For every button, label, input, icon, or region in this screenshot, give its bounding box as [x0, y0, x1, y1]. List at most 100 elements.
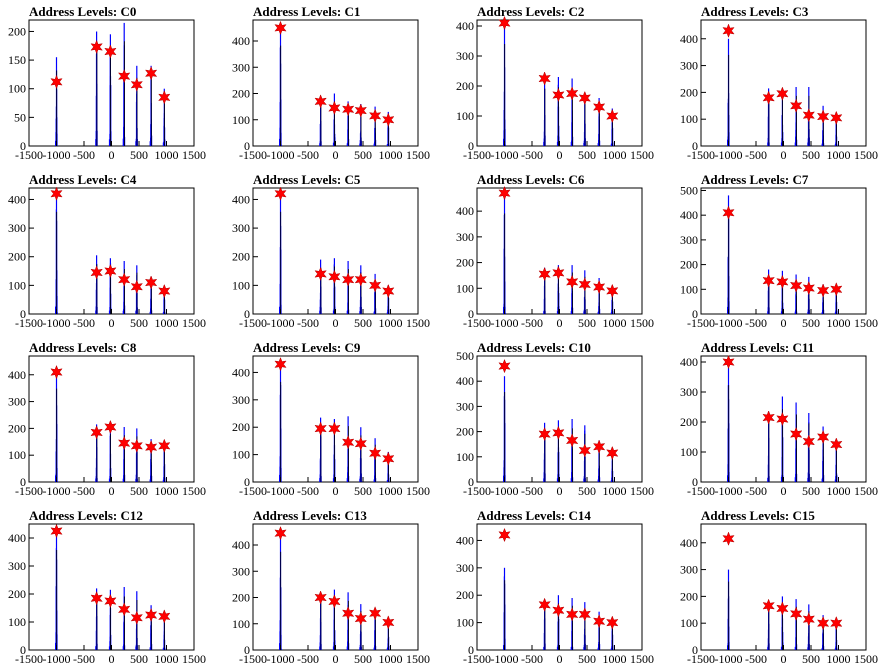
- x-tick-label: 1000: [379, 148, 403, 162]
- chart-panel: Address Levels: C5 0 100 200 300 400 -1500 -100…: [232, 172, 430, 330]
- x-tick-label: -1000: [491, 148, 519, 162]
- peak-marker: [158, 609, 171, 624]
- peak-marker: [144, 66, 158, 81]
- x-tick-label: 1500: [630, 316, 654, 330]
- y-tick-label: 400: [232, 192, 250, 206]
- y-tick-label: 0: [20, 475, 26, 489]
- peak-marker: [722, 205, 735, 220]
- x-tick-label: 1500: [406, 316, 430, 330]
- y-tick-label: 200: [680, 258, 698, 272]
- peak-marker: [104, 263, 117, 279]
- y-tick-label: 100: [232, 617, 250, 631]
- x-tick-label: 500: [578, 484, 596, 498]
- y-tick-label: 0: [692, 139, 698, 153]
- y-tick-label: 400: [232, 365, 250, 379]
- x-tick-label: 1000: [827, 652, 851, 666]
- chart-panel: Address Levels: C4 0 100 200 300 400 -1500 -100…: [8, 172, 206, 330]
- chart-panel: Address Levels: C14 0 100 200 300 400 -1500 -10…: [456, 508, 654, 666]
- y-tick-label: 100: [680, 282, 698, 296]
- x-tick-label: 1000: [827, 316, 851, 330]
- x-tick-label: 500: [802, 652, 820, 666]
- y-tick-label: 300: [232, 60, 250, 74]
- peak-marker: [274, 526, 287, 541]
- chart-title: Address Levels: C14: [477, 508, 591, 523]
- peak-marker: [592, 439, 606, 454]
- peak-marker: [130, 610, 143, 625]
- peak-marker: [498, 358, 511, 374]
- peak-marker: [382, 615, 395, 630]
- y-tick-label: 200: [680, 589, 698, 603]
- peak-marker: [578, 607, 591, 622]
- peak-marker: [552, 87, 565, 103]
- plot-frame: [28, 523, 195, 651]
- chart-panel: Address Levels: C12 0 100 200 300 400 -1500 -10…: [8, 508, 206, 666]
- chart-title: Address Levels: C3: [701, 4, 809, 19]
- peak-marker: [565, 274, 579, 290]
- y-tick-label: 0: [20, 139, 26, 153]
- peak-marker: [722, 354, 735, 370]
- y-tick-label: 100: [232, 278, 250, 292]
- plot-frame: [252, 523, 419, 651]
- y-tick-label: 300: [232, 393, 250, 407]
- x-tick-label: 1500: [854, 652, 878, 666]
- x-tick-label: -500: [521, 484, 543, 498]
- y-tick-label: 100: [8, 448, 26, 462]
- peak-marker: [830, 437, 843, 452]
- y-tick-label: 0: [468, 643, 474, 657]
- x-tick-label: 1500: [630, 148, 654, 162]
- peak-marker: [789, 98, 803, 113]
- peak-marker: [565, 433, 579, 448]
- x-tick-label: 500: [578, 148, 596, 162]
- chart-panel: Address Levels: C2 0 100 200 300 400 -1500 -100…: [456, 4, 654, 162]
- peak-marker: [552, 603, 565, 618]
- chart-title: Address Levels: C12: [29, 508, 143, 523]
- plot-frame: [252, 19, 419, 147]
- x-tick-label: 1000: [155, 652, 179, 666]
- x-tick-label: 0: [781, 652, 787, 666]
- chart-panel: Address Levels: C13 0 100 200 300 400 -1500 -10…: [232, 508, 430, 666]
- x-tick-label: -500: [73, 148, 95, 162]
- chart-title: Address Levels: C6: [477, 172, 585, 187]
- x-tick-label: 500: [130, 148, 148, 162]
- peak-marker: [816, 429, 830, 445]
- y-tick-label: 400: [456, 533, 474, 547]
- chart-title: Address Levels: C8: [29, 340, 137, 355]
- peak-marker: [144, 607, 158, 623]
- peak-marker: [722, 23, 735, 38]
- y-tick-label: 0: [468, 139, 474, 153]
- y-tick-label: 400: [456, 19, 474, 33]
- y-tick-label: 200: [456, 588, 474, 602]
- peak-marker: [552, 425, 565, 441]
- peak-marker: [776, 86, 789, 101]
- y-tick-label: 100: [456, 109, 474, 123]
- x-tick-label: 0: [557, 484, 563, 498]
- x-tick-label: 1500: [182, 316, 206, 330]
- x-tick-label: -500: [521, 316, 543, 330]
- y-tick-label: 300: [680, 233, 698, 247]
- x-tick-label: 0: [781, 316, 787, 330]
- y-tick-label: 200: [680, 415, 698, 429]
- y-tick-label: 100: [232, 448, 250, 462]
- peak-marker: [830, 616, 843, 631]
- x-tick-label: -1500: [239, 148, 267, 162]
- chart-panel: Address Levels: C70100200300400500-1500-…: [680, 172, 878, 330]
- chart-panel: Address Levels: C1 0 100 200 300 400 -1500 -100…: [232, 4, 430, 162]
- y-tick-label: 300: [456, 561, 474, 575]
- peak-marker: [274, 186, 287, 201]
- y-tick-label: 100: [680, 616, 698, 630]
- peak-marker: [368, 606, 382, 621]
- peak-marker: [341, 606, 355, 621]
- y-tick-label: 400: [680, 355, 698, 369]
- y-tick-label: 300: [232, 221, 250, 235]
- x-tick-label: -1500: [687, 652, 715, 666]
- x-tick-label: 0: [333, 652, 339, 666]
- peak-marker: [776, 601, 789, 616]
- peak-marker: [104, 44, 117, 59]
- peak-marker: [606, 445, 619, 461]
- x-tick-label: 1000: [603, 652, 627, 666]
- peak-marker: [341, 102, 355, 117]
- x-tick-label: 1000: [603, 316, 627, 330]
- peak-marker: [606, 283, 619, 299]
- y-tick-label: 100: [456, 281, 474, 295]
